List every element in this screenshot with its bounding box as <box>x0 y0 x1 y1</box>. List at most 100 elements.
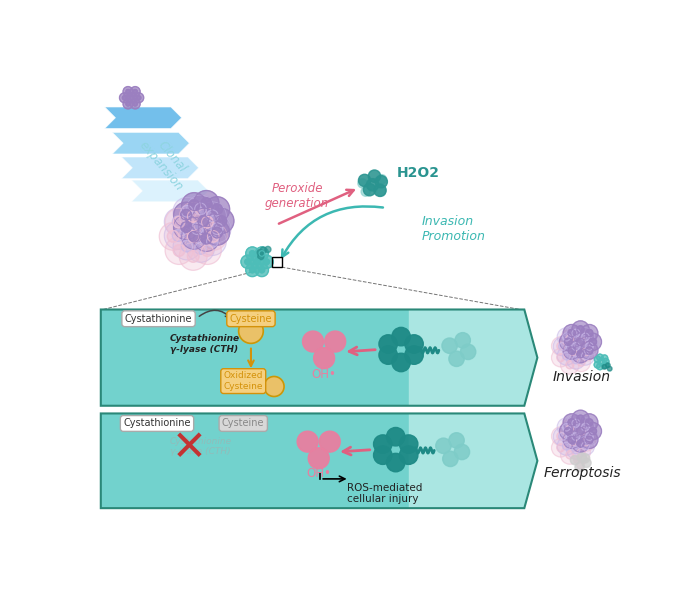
Polygon shape <box>409 414 538 508</box>
Circle shape <box>569 438 577 446</box>
Circle shape <box>181 240 193 252</box>
Circle shape <box>564 338 572 345</box>
Circle shape <box>559 333 577 350</box>
Circle shape <box>173 217 185 228</box>
Circle shape <box>179 222 207 250</box>
Circle shape <box>572 432 580 440</box>
Circle shape <box>586 437 593 444</box>
Circle shape <box>589 338 596 345</box>
Circle shape <box>207 231 219 242</box>
Circle shape <box>259 267 265 273</box>
Circle shape <box>435 438 452 454</box>
Circle shape <box>561 330 579 348</box>
Circle shape <box>133 90 137 94</box>
Circle shape <box>123 99 133 109</box>
Circle shape <box>572 446 580 454</box>
Circle shape <box>172 216 184 228</box>
Circle shape <box>206 236 218 247</box>
Circle shape <box>563 333 570 341</box>
Circle shape <box>251 255 264 268</box>
Circle shape <box>308 448 329 468</box>
Circle shape <box>589 428 596 435</box>
Circle shape <box>566 451 574 459</box>
Text: Cystathionine
γ-lyase (CTH): Cystathionine γ-lyase (CTH) <box>170 335 240 354</box>
Text: Ferroptosis: Ferroptosis <box>543 466 621 480</box>
Circle shape <box>561 445 579 464</box>
Circle shape <box>594 356 601 363</box>
Circle shape <box>165 208 193 236</box>
Circle shape <box>602 365 607 369</box>
Circle shape <box>191 223 203 234</box>
Circle shape <box>386 453 405 472</box>
Circle shape <box>188 211 199 222</box>
Circle shape <box>580 337 598 356</box>
Circle shape <box>559 343 566 350</box>
Polygon shape <box>101 310 538 406</box>
Circle shape <box>325 331 346 352</box>
Circle shape <box>257 250 263 255</box>
Circle shape <box>134 93 143 103</box>
Circle shape <box>379 335 398 353</box>
Circle shape <box>573 456 581 464</box>
Circle shape <box>392 353 410 372</box>
Circle shape <box>568 347 575 354</box>
Circle shape <box>572 356 580 363</box>
Circle shape <box>455 333 470 348</box>
Circle shape <box>190 208 216 234</box>
Circle shape <box>123 87 133 97</box>
Circle shape <box>566 441 585 459</box>
Circle shape <box>566 425 574 433</box>
Circle shape <box>572 410 589 427</box>
Circle shape <box>577 326 584 333</box>
Text: H2O2: H2O2 <box>398 166 440 180</box>
Circle shape <box>564 343 582 361</box>
Circle shape <box>165 237 193 264</box>
Circle shape <box>564 428 572 435</box>
Circle shape <box>577 428 584 435</box>
Circle shape <box>557 327 575 346</box>
Circle shape <box>561 419 579 438</box>
Circle shape <box>265 247 271 253</box>
Text: Invasion
Promotion: Invasion Promotion <box>422 215 486 242</box>
Circle shape <box>193 208 221 236</box>
Circle shape <box>553 427 572 446</box>
Circle shape <box>254 259 260 264</box>
Circle shape <box>566 414 585 432</box>
Circle shape <box>552 427 570 445</box>
Circle shape <box>572 321 589 338</box>
Circle shape <box>203 215 231 242</box>
Polygon shape <box>409 310 538 406</box>
Circle shape <box>566 361 574 369</box>
Circle shape <box>572 329 580 337</box>
Circle shape <box>358 174 371 186</box>
Circle shape <box>454 444 470 460</box>
Circle shape <box>578 448 585 456</box>
Circle shape <box>563 324 580 342</box>
Circle shape <box>181 193 206 218</box>
Circle shape <box>174 202 199 227</box>
Circle shape <box>557 342 565 350</box>
Circle shape <box>566 324 585 342</box>
Circle shape <box>374 435 392 453</box>
Polygon shape <box>101 414 538 508</box>
Circle shape <box>259 251 265 256</box>
Circle shape <box>198 216 209 226</box>
Text: ROS-mediated
cellular injury: ROS-mediated cellular injury <box>347 483 423 504</box>
Circle shape <box>188 251 199 262</box>
Text: OH•: OH• <box>307 467 331 480</box>
Circle shape <box>557 437 575 455</box>
Circle shape <box>173 232 201 260</box>
Circle shape <box>606 363 610 368</box>
Circle shape <box>264 376 284 396</box>
Circle shape <box>572 435 589 452</box>
Circle shape <box>577 432 596 451</box>
Circle shape <box>582 442 589 450</box>
Circle shape <box>572 343 580 350</box>
Circle shape <box>246 263 259 277</box>
Text: Invasion: Invasion <box>553 371 611 384</box>
Circle shape <box>577 440 584 447</box>
Circle shape <box>584 333 601 350</box>
Circle shape <box>577 343 596 361</box>
Circle shape <box>183 215 211 242</box>
Circle shape <box>405 346 424 364</box>
